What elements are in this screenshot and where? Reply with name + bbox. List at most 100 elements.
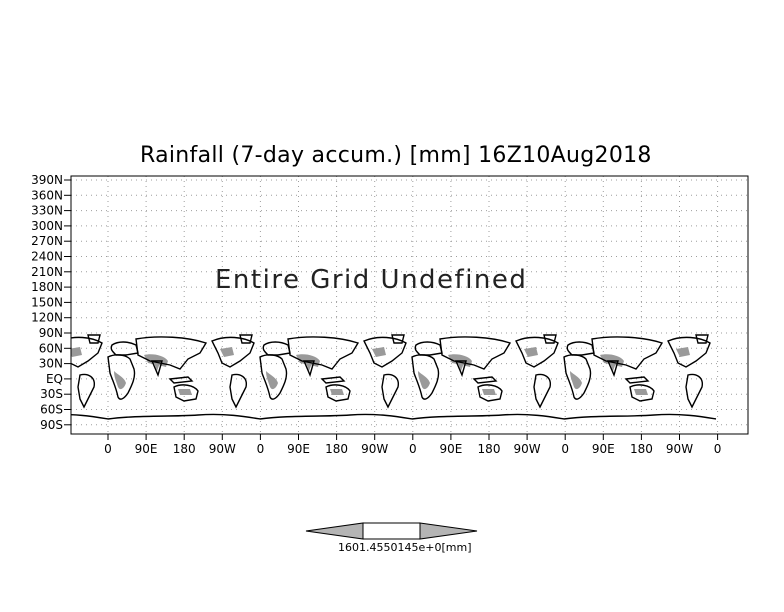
south-america-outline: [381, 373, 399, 409]
x-axis-labels: 0 90E 180 90W 0 90E 180 90W 0 90E 180 90W 0 90E 180 90W…: [104, 434, 721, 456]
antarctica-outline: [107, 413, 261, 420]
indonesia-outline: [472, 376, 498, 384]
india-outline: [606, 360, 619, 378]
greenland-outline: [695, 334, 709, 344]
y-tick-label: 330N: [31, 204, 63, 218]
colorbar-left-triangle: [305, 522, 364, 540]
colorbar-label: 1601.4550145e+0[mm]: [338, 541, 471, 554]
shaded-north-america: [676, 347, 690, 357]
shaded-australia: [330, 389, 344, 395]
colorbar: [305, 522, 478, 540]
y-tick-label: 300N: [31, 219, 63, 233]
colorbar-values: 1601.4550145e+0: [338, 541, 442, 554]
asia-outline: [591, 336, 664, 370]
india-outline: [150, 360, 163, 378]
shaded-africa: [418, 371, 430, 390]
world-coastlines: [0, 334, 717, 420]
x-tick-label: 180: [173, 442, 196, 456]
x-tick-label: 90W: [209, 442, 236, 456]
antarctica-outline: [563, 413, 717, 420]
x-tick-label: 90E: [592, 442, 615, 456]
y-tick-label: 30N: [39, 357, 63, 371]
x-tick-label: 90W: [361, 442, 388, 456]
shaded-africa: [570, 371, 582, 390]
indonesia-outline: [18, 377, 40, 383]
y-tick-label: 390N: [31, 173, 63, 187]
x-tick-label: 0: [714, 442, 722, 456]
x-tick-label: 90E: [135, 442, 158, 456]
world-map-copy: [259, 334, 413, 420]
shaded-india: [2, 363, 8, 371]
shaded-asia: [0, 354, 16, 367]
y-tick-label: 30S: [40, 387, 63, 401]
shaded-india: [610, 363, 616, 371]
world-map-copy: [0, 334, 109, 420]
shaded-north-america: [524, 347, 538, 357]
africa-outline: [107, 354, 136, 400]
x-tick-label: 90E: [287, 442, 310, 456]
india-outline: [0, 361, 10, 375]
y-tick-label: 60N: [39, 341, 63, 355]
map-title: Rainfall (7-day accum.) [mm] 16Z10Aug201…: [140, 143, 652, 168]
antarctica-outline: [411, 413, 565, 420]
world-map-copy: [563, 334, 717, 420]
gridlines: [71, 176, 748, 434]
y-tick-label: 180N: [31, 280, 63, 294]
x-tick-label: 0: [104, 442, 112, 456]
undefined-grid-note: Entire Grid Undefined: [215, 265, 527, 295]
shaded-australia: [634, 389, 648, 395]
y-tick-label: 360N: [31, 188, 63, 202]
plot-frame: [70, 175, 749, 435]
y-tick-label: 270N: [31, 234, 63, 248]
australia-outline: [173, 384, 199, 402]
y-tick-label: 90S: [40, 418, 63, 432]
australia-outline: [325, 384, 351, 402]
indonesia-outline: [624, 376, 650, 384]
europe-outline: [566, 341, 595, 356]
world-map-copy: [107, 334, 261, 420]
x-tick-label: 90W: [514, 442, 541, 456]
x-tick-label: 0: [257, 442, 265, 456]
europe-outline: [414, 341, 443, 356]
colorbar-unit: [mm]: [441, 541, 472, 554]
y-tick-label: 90N: [39, 326, 63, 340]
shaded-africa: [114, 371, 126, 390]
europe-outline: [110, 341, 139, 356]
indonesia-outline: [320, 376, 346, 384]
shaded-africa: [266, 371, 278, 390]
x-tick-label: 90W: [666, 442, 693, 456]
shaded-australia: [482, 389, 496, 395]
south-america-outline: [229, 373, 247, 409]
greenland-outline: [543, 334, 557, 344]
australia-outline: [477, 384, 503, 402]
y-tick-label: 120N: [31, 311, 63, 325]
x-tick-label: 0: [409, 442, 417, 456]
shaded-india: [458, 363, 464, 371]
x-tick-label: 180: [478, 442, 501, 456]
africa-outline: [411, 354, 440, 400]
shaded-north-america: [220, 347, 234, 357]
colorbar-middle-box: [362, 522, 421, 540]
australia-outline: [629, 384, 655, 402]
colorbar-right-triangle: [419, 522, 478, 540]
shaded-india: [306, 363, 312, 371]
antarctica-outline: [71, 414, 109, 420]
antarctica-outline: [259, 413, 413, 420]
greenland-outline: [87, 334, 101, 344]
india-outline: [454, 360, 467, 378]
x-tick-label: 90E: [439, 442, 462, 456]
shaded-north-america: [372, 347, 386, 357]
y-tick-label: 240N: [31, 250, 63, 264]
x-tick-label: 180: [630, 442, 653, 456]
greenland-outline: [239, 334, 253, 344]
africa-outline: [563, 354, 592, 400]
shaded-australia: [26, 389, 40, 395]
europe-outline: [262, 341, 291, 356]
shaded-north-america: [71, 347, 82, 357]
world-map-copy: [411, 334, 565, 420]
south-america-outline: [533, 373, 551, 409]
greenland-outline: [391, 334, 405, 344]
shaded-india: [154, 363, 160, 371]
